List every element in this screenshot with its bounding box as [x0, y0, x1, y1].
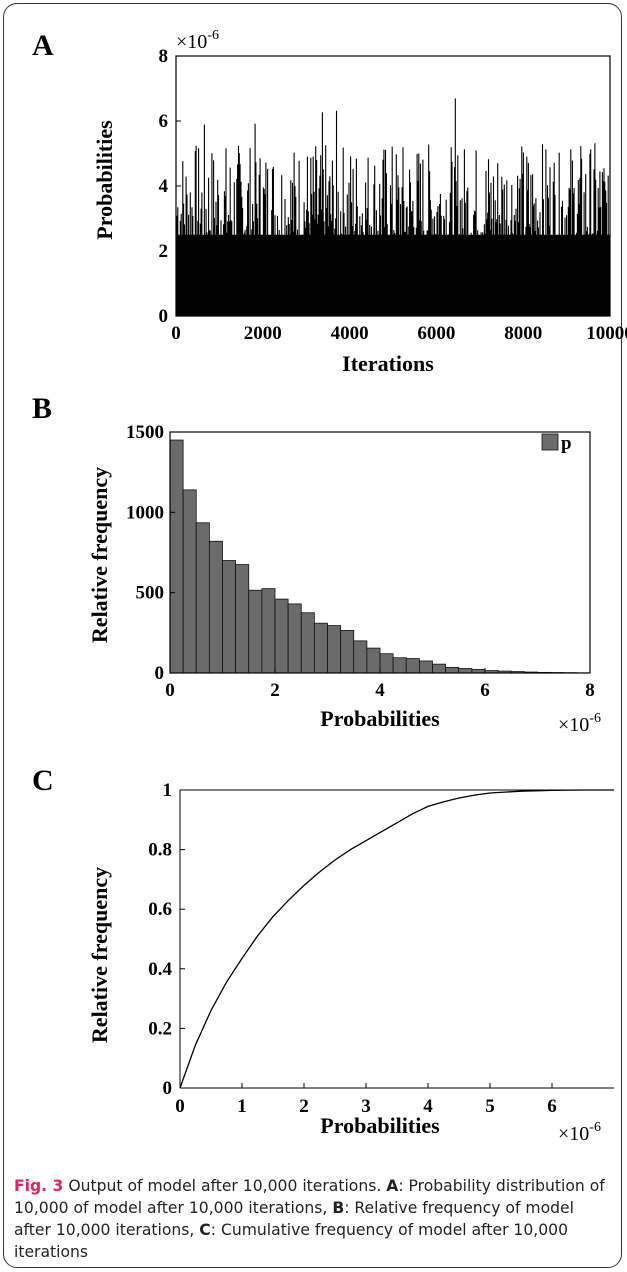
panel-a-yticks: 0 2 4 6 8 — [159, 46, 181, 327]
panel-a-bars — [176, 98, 610, 316]
x-tick-label: 6000 — [417, 323, 455, 344]
histogram-bar — [340, 630, 355, 674]
legend-swatch-p — [541, 433, 559, 451]
y-tick-label: 6 — [159, 111, 169, 132]
panel-c-yticks: 0 0.2 0.4 0.6 0.8 1 — [148, 780, 185, 1099]
x-tick-label: 0 — [175, 1096, 185, 1117]
x-tick-label: 8 — [585, 680, 595, 701]
y-tick-label: 8 — [159, 46, 169, 67]
x-tick-label: 5 — [485, 1096, 495, 1117]
histogram-bar — [222, 560, 237, 674]
caption-a-key: A — [386, 1177, 399, 1195]
histogram-bar — [327, 625, 342, 674]
x-tick-label: 1 — [237, 1096, 247, 1117]
panel-b-letter: B — [32, 392, 52, 425]
histogram-bar — [287, 603, 302, 674]
y-tick-label: 0 — [155, 663, 165, 684]
caption-c-key: C — [199, 1221, 211, 1239]
y-tick-label: 0.2 — [148, 1018, 172, 1039]
histogram-bar — [445, 666, 460, 674]
panel-b-legend: p — [541, 433, 572, 454]
x-tick-label: 4 — [375, 680, 385, 701]
y-tick-label: 1 — [163, 780, 173, 801]
y-tick-label: 0.8 — [148, 840, 172, 861]
histogram-bar — [208, 540, 223, 674]
caption-b-key: B — [332, 1199, 345, 1217]
x-tick-label: 3 — [361, 1096, 371, 1117]
figure-frame — [3, 3, 622, 1268]
panel-b-ylabel: Relative frequency — [87, 467, 112, 643]
x-tick-label: 6 — [547, 1096, 557, 1117]
legend-label-p: p — [561, 433, 572, 454]
histogram-bar — [261, 588, 276, 674]
x-tick-label: 4000 — [331, 323, 369, 344]
panel-b: B 0 2 4 6 8 0 500 1000 1500 p Probabilities ×10… — [32, 392, 601, 736]
histogram-bar — [432, 663, 447, 674]
panel-b-yticks: 0 500 1000 1500 — [126, 422, 175, 684]
histogram-bar — [392, 657, 407, 674]
y-tick-label: 0.4 — [148, 959, 172, 980]
histogram-bar — [300, 612, 315, 674]
x-tick-label: 8000 — [504, 323, 542, 344]
x-tick-label: 6 — [480, 680, 490, 701]
y-tick-label: 2 — [159, 241, 169, 262]
panel-c-xticks: 0 1 2 3 4 5 6 — [175, 1083, 557, 1117]
histogram-bar — [366, 647, 381, 674]
caption-b-text: : Relative frequency of model after 10,0… — [14, 1199, 574, 1239]
histogram-bar — [274, 598, 289, 674]
panel-a-solid-base — [176, 234, 610, 316]
histogram-bar — [313, 622, 328, 674]
y-tick-label: 0.6 — [148, 899, 172, 920]
x-tick-label: 2000 — [244, 323, 282, 344]
panel-c-xlabel: Probabilities — [320, 1113, 440, 1138]
y-tick-label: 0 — [159, 306, 169, 327]
histogram-bar — [353, 640, 368, 674]
histogram-bar — [195, 522, 210, 674]
histogram-bar — [418, 660, 433, 674]
histogram-bar — [235, 564, 250, 674]
panel-c-cdf-line — [179, 789, 614, 1089]
x-tick-label: 0 — [165, 680, 175, 701]
caption-a-text: : Probability distribution of 10,000 of … — [14, 1177, 605, 1217]
histogram-bar — [182, 489, 197, 674]
x-tick-label: 0 — [171, 323, 181, 344]
panel-c-ylabel: Relative frequency — [87, 867, 112, 1043]
panel-b-x-multiplier: ×10-6 — [558, 711, 601, 736]
histogram-bar — [248, 589, 263, 674]
histogram-bar — [169, 439, 184, 674]
panel-b-xticks: 0 2 4 6 8 — [165, 668, 595, 701]
y-tick-label: 1500 — [126, 422, 164, 443]
caption-c-text: : Cumulative frequency of model after 10… — [14, 1221, 568, 1261]
y-tick-label: 500 — [136, 583, 165, 604]
y-tick-label: 0 — [163, 1078, 173, 1099]
caption-fig-label: Fig. 3 — [14, 1177, 64, 1195]
panel-a-y-multiplier: ×10-6 — [176, 28, 219, 53]
panel-c-x-multiplier: ×10-6 — [558, 1120, 601, 1145]
histogram-bar — [379, 653, 394, 674]
panel-c-letter: C — [32, 764, 54, 797]
panel-a-letter: A — [32, 29, 54, 62]
y-tick-label: 1000 — [126, 502, 164, 523]
histogram-bar — [405, 658, 420, 674]
figure-caption: Fig. 3 Output of model after 10,000 iter… — [14, 1175, 610, 1263]
caption-lead: Output of model after 10,000 iterations. — [63, 1177, 387, 1195]
x-tick-label: 4 — [423, 1096, 433, 1117]
y-tick-label: 4 — [159, 176, 169, 197]
x-tick-label: 2 — [299, 1096, 309, 1117]
histogram-bar — [458, 668, 473, 674]
panel-a-xlabel: Iterations — [342, 351, 434, 376]
panel-a-ylabel: Probabilities — [92, 120, 117, 240]
panel-b-xlabel: Probabilities — [320, 706, 440, 731]
panel-c: C 0 1 2 3 4 5 6 0 0.2 0.4 0.6 0.8 1 Probabilities ×… — [32, 764, 614, 1145]
panel-b-bars — [169, 439, 591, 674]
x-tick-label: 2 — [270, 680, 280, 701]
